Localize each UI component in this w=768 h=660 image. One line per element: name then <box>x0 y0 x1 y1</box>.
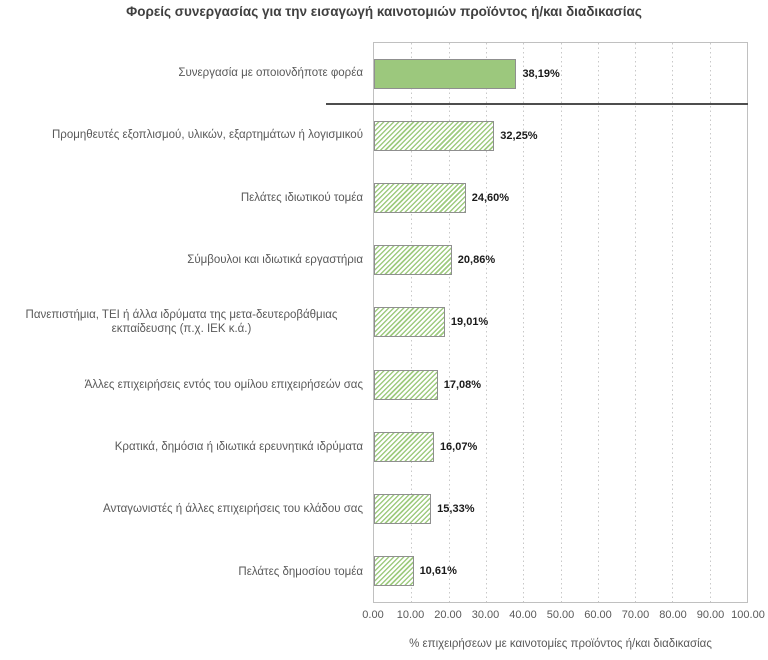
gridline <box>672 43 674 602</box>
value-label: 32,25% <box>500 130 538 143</box>
value-label: 20,86% <box>457 254 496 267</box>
x-axis-ticks: 0.00 10.00 20.00 30.00 40.00 50.00 60.00 70.00 8… <box>362 609 765 623</box>
x-tick-label: 70.00 <box>621 609 650 621</box>
bar-row: 24,60% <box>374 167 747 229</box>
category-label: Συνεργασία με οποιονδήποτε φορέα <box>178 66 363 79</box>
gridline <box>597 43 599 602</box>
bar-row: 32,25% <box>374 105 747 167</box>
bar-hatched <box>374 245 452 276</box>
bar-hatched <box>374 183 466 214</box>
x-tick-label: 100.00 <box>731 609 765 621</box>
category-label-row: Συνεργασία με οποιονδήποτε φορέα <box>0 42 363 104</box>
chart-body: Συνεργασία με οποιονδήποτε φορέα Προμηθευ… <box>0 42 768 603</box>
x-tick-label: 90.00 <box>696 609 725 621</box>
category-label-row: Πελάτες δημοσίου τομέα <box>0 541 363 603</box>
bar-hatched <box>374 307 445 338</box>
category-label: Πελάτες δημοσίου τομέα <box>238 565 363 578</box>
plot-area: 38,19% 32,25% 24,60% 20,86% 19,01% 17,08% 16,0… <box>373 42 748 603</box>
bar-row: 10,61% <box>374 540 747 602</box>
x-tick-label: 10.00 <box>396 609 425 621</box>
value-label: 15,33% <box>437 502 475 515</box>
category-label-row: Κρατικά, δημόσια ή ιδιωτικά ερευνητικά ι… <box>0 416 363 478</box>
x-tick-label: 80.00 <box>659 609 687 621</box>
x-tick-label: 0.00 <box>362 609 384 621</box>
x-axis-title: % επιχειρήσεων με καινοτομίες προϊόντος … <box>409 638 712 650</box>
category-label-row: Πανεπιστήμια, ΤΕΙ ή άλλα ιδρύματα της με… <box>0 291 363 353</box>
category-axis: Συνεργασία με οποιονδήποτε φορέα Προμηθευ… <box>0 42 363 603</box>
gridline <box>560 43 562 602</box>
bar-row: 15,33% <box>374 478 747 540</box>
value-label: 19,01% <box>450 316 489 329</box>
category-label-row: Πελάτες ιδιωτικού τομέα <box>0 167 363 229</box>
bar-hatched <box>374 493 432 524</box>
gridline <box>635 43 637 602</box>
category-label-row: Σύμβουλοι και ιδιωτικά εργαστήρια <box>0 229 363 291</box>
category-label: Σύμβουλοι και ιδιωτικά εργαστήρια <box>187 253 363 266</box>
bar-row: 16,07% <box>374 416 747 478</box>
value-label: 17,08% <box>443 378 482 391</box>
value-label: 16,07% <box>439 440 478 453</box>
x-tick-label: 30.00 <box>471 609 500 621</box>
gridline <box>485 43 487 602</box>
category-label: Ανταγωνιστές ή άλλες επιχειρήσεις του κλ… <box>103 503 363 516</box>
bar-solid <box>374 59 517 90</box>
category-label: Πελάτες ιδιωτικού τομέα <box>240 191 363 204</box>
category-label: Άλλες επιχειρήσεις εντός του ομίλου επιχ… <box>84 378 363 391</box>
first-bar-separator-line <box>326 103 748 105</box>
category-label-row: Προμηθευτές εξοπλισμού, υλικών, εξαρτημά… <box>0 104 363 166</box>
bar-hatched <box>374 431 434 462</box>
gridline <box>709 43 711 602</box>
bar-row: 38,19% <box>374 43 747 105</box>
chart-title: Φορείς συνεργασίας για την εισαγωγή καιν… <box>126 4 642 19</box>
gridline <box>448 43 450 602</box>
bar-hatched <box>374 369 438 400</box>
category-label-row: Ανταγωνιστές ή άλλες επιχειρήσεις του κλ… <box>0 478 363 540</box>
x-tick-label: 50.00 <box>546 609 575 621</box>
bar-row: 20,86% <box>374 229 747 291</box>
x-tick-label: 40.00 <box>509 609 537 621</box>
category-label: Κρατικά, δημόσια ή ιδιωτικά ερευνητικά ι… <box>114 440 363 453</box>
x-tick-label: 60.00 <box>584 609 612 621</box>
value-label: 38,19% <box>522 68 560 81</box>
x-tick-label: 20.00 <box>434 609 462 621</box>
bar-hatched <box>374 121 495 152</box>
value-label: 10,61% <box>419 564 457 577</box>
value-label: 24,60% <box>471 192 510 205</box>
category-label: Πανεπιστήμια, ΤΕΙ ή άλλα ιδρύματα της με… <box>25 309 338 336</box>
bars: 38,19% 32,25% 24,60% 20,86% 19,01% 17,08% 16,0… <box>374 43 747 602</box>
bar-row: 17,08% <box>374 354 747 416</box>
category-label: Προμηθευτές εξοπλισμού, υλικών, εξαρτημά… <box>52 129 363 142</box>
bar-row: 19,01% <box>374 291 747 353</box>
bar-hatched <box>374 555 414 586</box>
gridline <box>523 43 525 602</box>
category-label-row: Άλλες επιχειρήσεις εντός του ομίλου επιχ… <box>0 354 363 416</box>
